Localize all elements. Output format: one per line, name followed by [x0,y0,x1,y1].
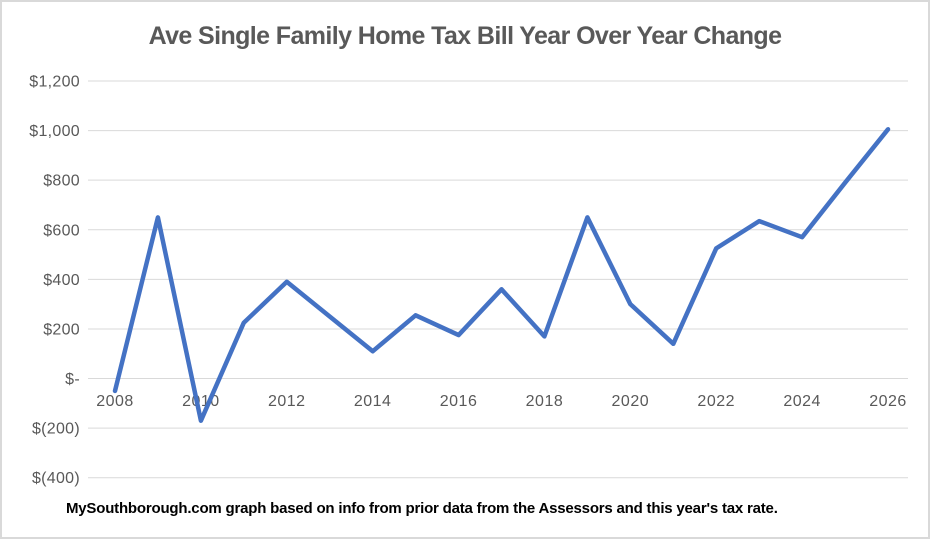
y-axis-tick-label: $600 [43,222,80,239]
source-caption: MySouthborough.com graph based on info f… [66,500,778,517]
y-axis-tick-label: $(400) [32,470,80,487]
x-axis-tick-label: 2008 [96,393,134,410]
x-axis-tick-label: 2018 [526,393,564,410]
x-axis-tick-label: 2026 [869,393,907,410]
y-axis-tick-label: $1,000 [29,123,80,140]
x-axis-tick-label: 2014 [354,393,392,410]
y-axis-tick-label: $200 [43,321,80,338]
y-axis-tick-label: $1,200 [29,74,80,91]
x-axis-tick-label: 2012 [268,393,306,410]
x-axis-tick-label: 2022 [697,393,735,410]
y-axis-tick-label: $400 [43,272,80,289]
x-axis-tick-label: 2024 [783,393,821,410]
y-axis-tick-label: $800 [43,173,80,190]
tax-bill-change-line [112,127,891,423]
chart-title: Ave Single Family Home Tax Bill Year Ove… [148,22,782,50]
x-axis-tick-label: 2016 [440,393,478,410]
x-axis-tick-label: 2020 [612,393,650,410]
y-axis-tick-label: $(200) [32,421,80,438]
y-axis-tick-label: $- [65,371,80,388]
